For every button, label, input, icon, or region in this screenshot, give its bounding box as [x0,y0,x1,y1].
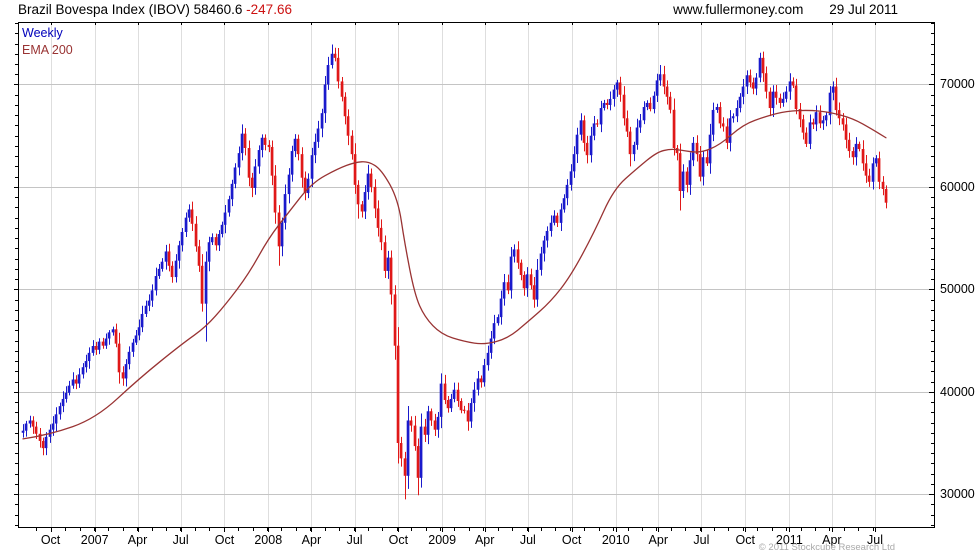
copyright-notice: © 2011 Stockcube Research Ltd [758,542,895,553]
x-tick-label: Oct [561,533,582,547]
x-tick-label: Apr [648,533,668,547]
x-tick-label: Apr [474,533,495,547]
chart-date: 29 Jul 2011 [829,2,898,17]
x-tick-label: Oct [388,533,409,547]
x-tick-label: Jul [866,533,883,547]
y-tick-label: 70000 [940,77,975,92]
y-tick-label: 40000 [940,384,975,399]
x-tick-label: Jul [172,533,189,547]
x-tick-label: 2008 [254,533,283,547]
x-tick-label: Apr [822,533,842,547]
x-tick-label: Jul [693,533,710,547]
legend-ema-label: EMA 200 [22,43,73,57]
y-tick-label: 60000 [940,179,975,194]
website-link: www.fullermoney.com [673,2,804,17]
x-tick-label: 2011 [775,533,803,547]
x-tick-label: Apr [301,533,322,547]
price-change: -247.66 [246,2,292,17]
header-right: www.fullermoney.com 29 Jul 2011 [673,2,898,17]
chart-legend: Weekly EMA 200 [22,25,73,59]
x-tick-label: 2010 [601,533,630,547]
x-tick-label: Oct [40,533,61,547]
title-bar: Brazil Bovespa Index (IBOV) 58460.6 -247… [18,2,292,17]
legend-weekly-label: Weekly [22,26,63,40]
x-tick-label: 2009 [428,533,457,547]
y-tick-label: 50000 [940,282,975,297]
x-tick-label: Apr [127,533,148,547]
instrument-name: Brazil Bovespa Index (IBOV) [18,2,190,17]
x-tick-label: Oct [735,533,755,547]
x-tick-label: Jul [519,533,536,547]
x-tick-label: 2007 [80,533,109,547]
y-tick-label: 30000 [940,487,975,502]
x-tick-label: Oct [214,533,235,547]
last-price: 58460.6 [193,2,243,17]
x-tick-label: Jul [346,533,363,547]
